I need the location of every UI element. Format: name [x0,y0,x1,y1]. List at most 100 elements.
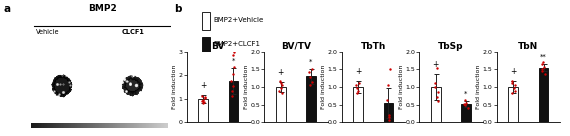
Point [228,54,237,56]
Text: +: + [355,67,361,76]
Point [507,82,516,84]
Text: +: + [433,60,439,69]
Text: +: + [200,81,206,90]
Point [354,89,363,92]
Bar [276,87,286,122]
Point [460,103,469,105]
Polygon shape [122,76,143,96]
Point [275,80,284,82]
Point [433,100,442,102]
Point [510,87,519,89]
Text: +: + [510,67,516,76]
Y-axis label: Fold induction: Fold induction [398,65,404,109]
Point [461,104,470,106]
Bar [384,103,393,122]
Point [432,96,441,98]
Point [352,84,361,86]
Point [305,84,314,86]
Point [432,67,441,69]
Point [461,101,470,104]
Point [382,99,391,102]
Point [276,82,285,84]
Text: +: + [278,69,284,78]
Y-axis label: Fold induction: Fold induction [321,65,326,109]
Point [230,51,239,53]
Point [227,89,236,92]
Text: CLCF1: CLCF1 [122,29,145,35]
Point [274,89,283,92]
Point [276,87,286,89]
Point [229,85,238,87]
Point [539,61,548,63]
Bar [539,68,548,122]
Point [461,99,470,102]
Title: BV: BV [211,42,225,51]
Point [200,101,209,103]
Point [383,84,392,86]
Point [227,95,237,98]
Bar [461,104,471,122]
Polygon shape [39,54,86,118]
Bar [198,99,208,122]
Bar [306,76,316,122]
Point [230,66,239,68]
Point [511,89,520,92]
Text: Vehicle: Vehicle [36,29,60,35]
Point [537,68,546,70]
Point [200,96,209,98]
Point [277,84,286,86]
Point [307,68,316,70]
Point [307,81,316,83]
Point [433,91,442,93]
Point [537,70,546,72]
Point [507,80,516,82]
Point [229,73,238,75]
Point [305,76,314,78]
Y-axis label: Fold induction: Fold induction [476,65,481,109]
Point [353,92,362,95]
Polygon shape [101,49,164,123]
Text: *: * [465,91,468,97]
Text: BMP2+Vehicle: BMP2+Vehicle [213,17,264,23]
Point [198,100,207,102]
Point [430,82,439,84]
Point [385,116,394,119]
Point [430,86,439,88]
Point [304,71,314,73]
Point [511,84,520,86]
Point [199,102,208,104]
Point [385,118,394,121]
Y-axis label: Fold induction: Fold induction [243,65,249,109]
Title: TbTh: TbTh [361,42,386,51]
Title: BV/TV: BV/TV [281,42,311,51]
Text: b: b [174,4,181,14]
Point [539,65,548,68]
Bar [229,81,238,122]
Point [537,63,546,65]
Y-axis label: Fold induction: Fold induction [172,65,177,109]
Point [386,68,395,70]
Text: *: * [310,58,313,64]
Point [355,82,364,84]
Point [277,92,286,95]
Point [463,106,473,109]
Point [197,94,206,97]
Bar [508,87,518,122]
Point [541,72,550,75]
Text: **: ** [540,54,547,60]
Point [508,92,517,95]
Text: BMP2: BMP2 [88,4,117,13]
Bar [202,12,210,30]
Point [384,114,393,116]
Title: TbN: TbN [518,42,539,51]
Point [352,87,361,89]
Title: TbSp: TbSp [438,42,463,51]
Bar [353,87,363,122]
Polygon shape [52,75,72,97]
Bar [431,87,441,122]
Point [199,98,208,101]
Bar [202,37,210,54]
Text: BMP2+CLCF1: BMP2+CLCF1 [213,41,260,47]
Point [227,80,236,82]
Point [200,97,209,99]
